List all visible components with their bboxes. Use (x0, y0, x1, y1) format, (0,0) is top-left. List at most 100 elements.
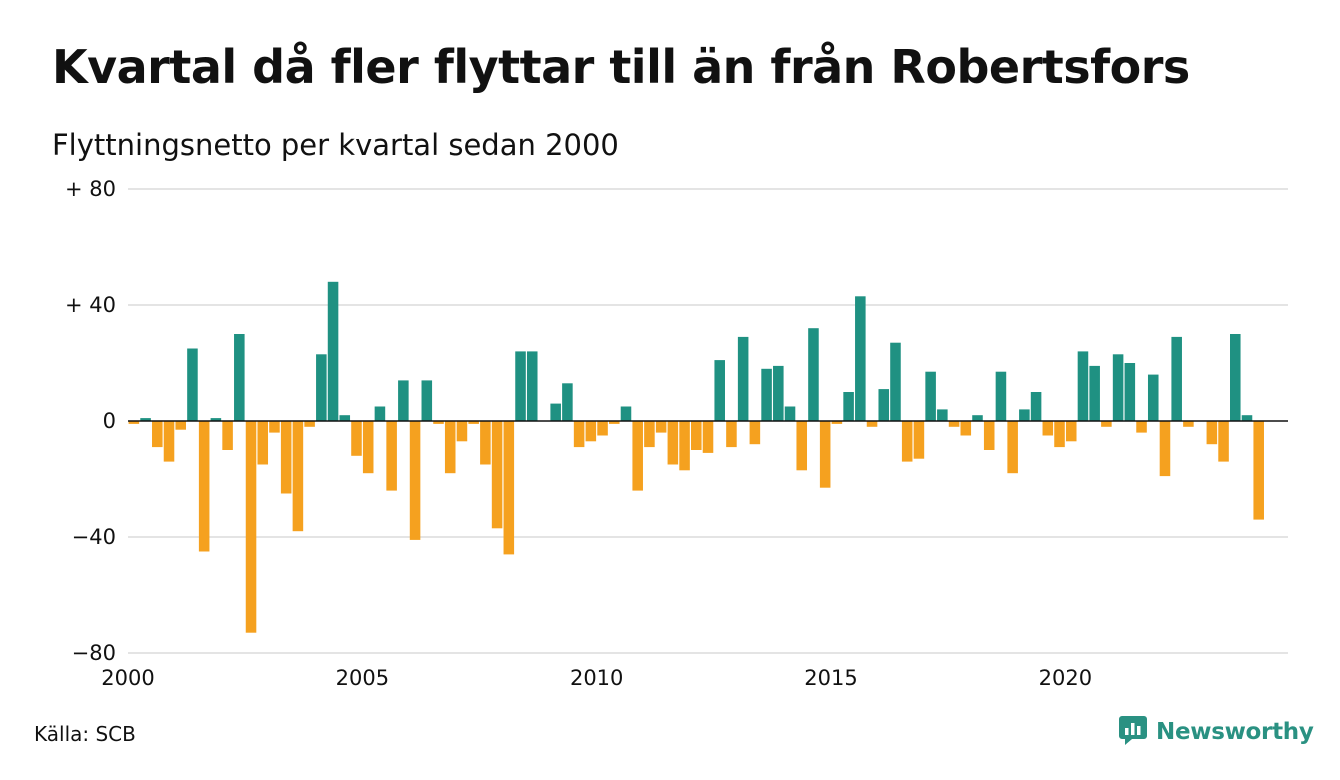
bar (1101, 421, 1112, 427)
bar (316, 354, 327, 421)
bar (737, 336, 749, 421)
bar (222, 421, 233, 450)
bar (808, 328, 819, 421)
x-tick-label: 2010 (570, 666, 623, 690)
bar (749, 421, 761, 445)
bar (655, 421, 667, 433)
bar (152, 421, 163, 448)
x-tick-label: 2015 (804, 666, 857, 690)
bar (819, 421, 831, 488)
bar (890, 342, 901, 421)
bar (948, 421, 960, 427)
bar (573, 421, 585, 448)
bar (491, 421, 503, 529)
bar (925, 371, 936, 421)
bar (1042, 421, 1054, 436)
bar (773, 365, 784, 421)
bar (386, 421, 397, 491)
bar (1030, 392, 1042, 421)
y-tick-label: −40 (72, 525, 116, 549)
x-tick-label: 2000 (101, 666, 154, 690)
bar (351, 421, 362, 456)
bar (761, 368, 772, 421)
source-note: Källa: SCB (34, 722, 136, 746)
bar (1218, 421, 1229, 462)
bar (409, 421, 421, 540)
bar (597, 421, 608, 436)
bar (972, 415, 983, 421)
bar (1136, 421, 1147, 433)
bar (1077, 351, 1089, 421)
bar (280, 421, 292, 494)
bar (456, 421, 468, 442)
bar (632, 421, 643, 491)
bar (339, 415, 351, 421)
bar (304, 421, 315, 427)
bar (937, 409, 948, 421)
bar (140, 418, 151, 421)
bar (327, 281, 339, 421)
bar (187, 348, 198, 421)
bar (1241, 415, 1253, 421)
bar (444, 421, 456, 474)
bar (983, 421, 995, 450)
bar (843, 392, 854, 421)
chart-title: Kvartal då fler flyttar till än från Rob… (52, 40, 1190, 94)
newsworthy-logo-icon (1118, 714, 1148, 750)
bar (292, 421, 304, 532)
bar (1065, 421, 1077, 442)
bar (421, 380, 433, 421)
bar (702, 421, 714, 453)
bar (515, 351, 526, 421)
bar (526, 351, 538, 421)
bar (1124, 363, 1136, 421)
bar (245, 421, 257, 633)
bar (1230, 334, 1241, 421)
bar (679, 421, 690, 471)
bar (714, 360, 725, 421)
bar (468, 421, 479, 424)
bar (1253, 421, 1264, 520)
bar (163, 421, 175, 462)
chart-subtitle: Flyttningsnetto per kvartal sedan 2000 (52, 128, 619, 162)
bar (128, 421, 140, 424)
bar (398, 380, 409, 421)
x-tick-label: 2005 (336, 666, 389, 690)
bar (362, 421, 374, 474)
bar (691, 421, 702, 450)
bar (1183, 421, 1194, 427)
bar (1019, 409, 1030, 421)
brand: Newsworthy (1118, 714, 1314, 750)
bar (608, 421, 620, 424)
x-tick-label: 2020 (1039, 666, 1092, 690)
bar (1206, 421, 1218, 445)
bar (796, 421, 808, 471)
bar (1089, 365, 1100, 421)
bar (562, 383, 573, 421)
bar (784, 406, 796, 421)
y-tick-label: + 80 (65, 177, 116, 201)
bar (585, 421, 597, 442)
bar (644, 421, 655, 448)
y-tick-label: −80 (72, 641, 116, 665)
bar (550, 403, 561, 421)
bar (175, 421, 186, 430)
bar (855, 296, 866, 421)
bar (901, 421, 913, 462)
y-tick-label: 0 (103, 409, 116, 433)
grid-lines (128, 188, 1288, 654)
bar (269, 421, 280, 433)
brand-name: Newsworthy (1156, 719, 1314, 745)
bar (433, 421, 444, 424)
bar (831, 421, 843, 424)
bar (503, 421, 515, 555)
bar (913, 421, 925, 459)
bar (726, 421, 737, 448)
bars (128, 281, 1264, 633)
bar (1007, 421, 1018, 474)
bar (210, 418, 222, 421)
bar (960, 421, 972, 436)
bar (198, 421, 210, 552)
